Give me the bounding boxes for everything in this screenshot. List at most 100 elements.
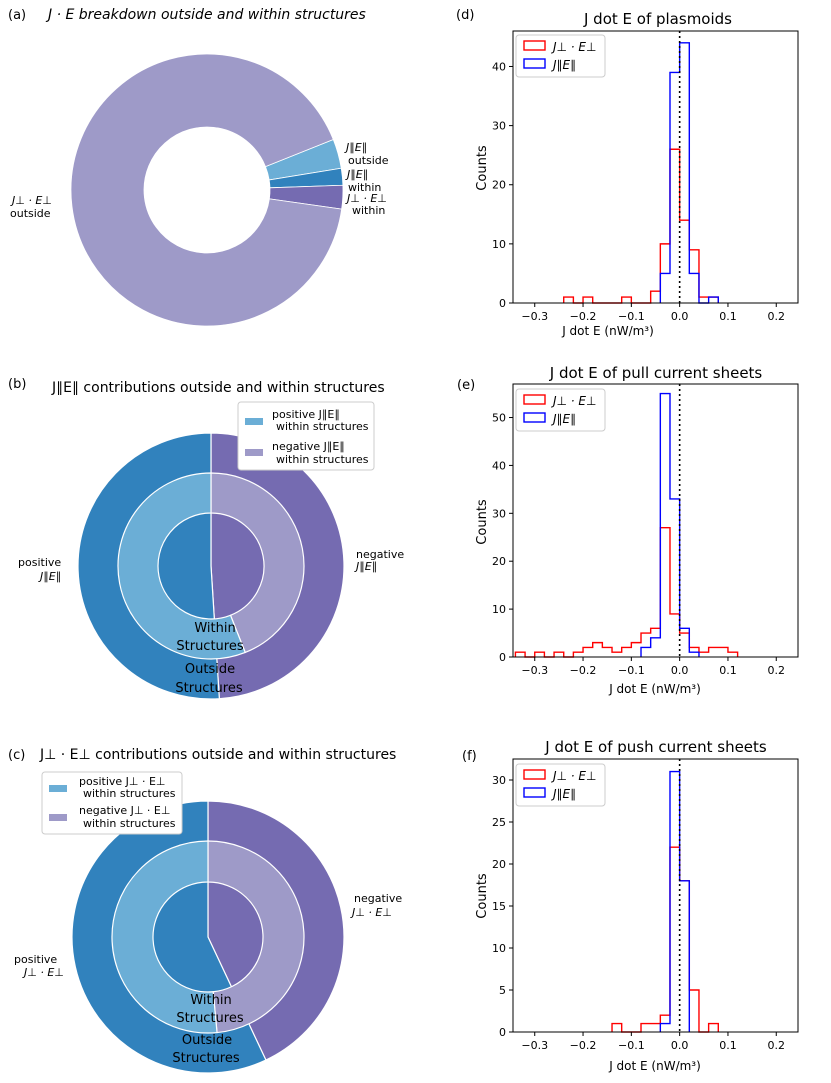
hist-e-ytick-label: 40 bbox=[492, 459, 506, 472]
panel-e: (e) J dot E of pull current sheets J dot… bbox=[457, 364, 799, 696]
hist-d: −0.3 −0.2 −0.1 0.0 0.1 0.2 0 10 20 30 40 bbox=[492, 30, 799, 323]
hist-f: −0.3 −0.2 −0.1 0.0 0.1 0.2 0 5 10 15 20 25 30 bbox=[492, 758, 799, 1052]
pie-b-within-label-2: Structures bbox=[176, 639, 243, 654]
hist-e-legend-swatch-perp bbox=[523, 394, 546, 405]
pie-b-legend-swatch-positive bbox=[245, 418, 263, 425]
pie-b-outside-label: Outside bbox=[185, 662, 235, 677]
hist-e-ytick-label: 10 bbox=[492, 603, 506, 616]
pie-a-label-perp-outside: J⊥ · E⊥ bbox=[10, 194, 52, 207]
pie-c-label-positive-2: J⊥ · E⊥ bbox=[22, 966, 64, 979]
pie-b-label-positive: positive bbox=[18, 556, 61, 569]
hist-d-xtick-label: −0.2 bbox=[570, 310, 597, 323]
hist-d-xtick-label: 0.2 bbox=[768, 310, 786, 323]
pie-c-within-label: Within bbox=[190, 993, 231, 1008]
hist-f-ytick-label: 0 bbox=[499, 1026, 506, 1039]
hist-f-legend-par: J∥E∥ bbox=[551, 787, 576, 801]
panel-e-xlabel: J dot E (nW/m³) bbox=[608, 682, 701, 696]
hist-d-ytick-label: 20 bbox=[492, 179, 506, 192]
pie-c bbox=[71, 800, 345, 1074]
pie-c-inner-slice-0 bbox=[207, 840, 305, 1034]
hist-f-xtick-label: −0.2 bbox=[570, 1039, 597, 1052]
hist-e-xtick-label: 0.2 bbox=[768, 664, 786, 677]
panel-e-letter: (e) bbox=[457, 378, 475, 393]
panel-d-title: J dot E of plasmoids bbox=[583, 10, 732, 28]
hist-e-ytick-label: 20 bbox=[492, 555, 506, 568]
hist-d-ytick-label: 0 bbox=[499, 297, 506, 310]
panel-f-title: J dot E of push current sheets bbox=[544, 738, 767, 756]
panel-b-letter: (b) bbox=[8, 377, 26, 392]
pie-b-label-negative: negative bbox=[356, 548, 404, 561]
hist-e-legend-frame bbox=[515, 388, 606, 432]
panel-f: (f) J dot E of push current sheets J dot… bbox=[462, 738, 799, 1073]
panel-b-title: J∥E∥ contributions outside and within st… bbox=[51, 380, 385, 396]
hist-f-ytick-label: 15 bbox=[492, 900, 506, 913]
hist-d-series-1 bbox=[659, 42, 719, 304]
hist-f-legend-swatch-perp bbox=[523, 769, 546, 780]
hist-d-legend-perp: J⊥ · E⊥ bbox=[551, 40, 596, 54]
hist-e-frame bbox=[512, 383, 799, 658]
hist-d-legend-swatch-par bbox=[523, 58, 546, 69]
hist-e-xtick-label: −0.1 bbox=[618, 664, 645, 677]
pie-a-label-par-outside: J∥E∥ bbox=[344, 141, 367, 154]
pie-a-label-par-within-2: within bbox=[348, 181, 381, 194]
pie-c-within-label-2: Structures bbox=[176, 1011, 243, 1026]
panel-a-letter: (a) bbox=[8, 8, 26, 23]
pie-b-legend-positive-2: within structures bbox=[276, 420, 369, 433]
panel-c-letter: (c) bbox=[8, 748, 25, 763]
pie-c-legend-swatch-positive bbox=[49, 785, 67, 792]
pie-b-legend: positive J∥E∥ within structures negative… bbox=[237, 401, 375, 471]
hist-e-legend-par: J∥E∥ bbox=[551, 412, 576, 426]
hist-d-ytick-label: 10 bbox=[492, 238, 506, 251]
panel-d: (d) J dot E of plasmoids J dot E (nW/m³)… bbox=[456, 8, 799, 338]
hist-d-xtick-label: −0.3 bbox=[521, 310, 548, 323]
pie-b-legend-positive: positive J∥E∥ bbox=[272, 408, 340, 421]
hist-f-ytick-label: 5 bbox=[499, 984, 506, 997]
hist-f-frame bbox=[512, 758, 799, 1033]
pie-c-legend-swatch-negative bbox=[49, 814, 67, 821]
hist-f-ytick-label: 25 bbox=[492, 816, 506, 829]
hist-e-series-0 bbox=[514, 526, 739, 658]
hist-f-ytick-label: 10 bbox=[492, 942, 506, 955]
panel-c-title: J⊥ · E⊥ contributions outside and within… bbox=[39, 747, 396, 763]
pie-a-label-par-outside-2: outside bbox=[348, 154, 389, 167]
pie-c-legend-positive: positive J⊥ · E⊥ bbox=[79, 775, 166, 788]
hist-d-ytick-label: 40 bbox=[492, 60, 506, 73]
hist-e-xtick-label: −0.3 bbox=[521, 664, 548, 677]
pie-c-legend-negative: negative J⊥ · E⊥ bbox=[79, 804, 170, 817]
hist-e-xtick-label: 0.1 bbox=[719, 664, 737, 677]
hist-e-legend-perp: J⊥ · E⊥ bbox=[551, 394, 596, 408]
hist-d-legend-swatch-perp bbox=[523, 40, 546, 51]
panel-d-letter: (d) bbox=[456, 8, 474, 23]
pie-a-label-perp-outside-2: outside bbox=[10, 207, 51, 220]
hist-e-ytick-label: 50 bbox=[492, 412, 506, 425]
pie-a-label-perp-within: J⊥ · E⊥ bbox=[345, 192, 387, 205]
pie-a bbox=[70, 53, 344, 327]
pie-a-label-perp-within-2: within bbox=[352, 204, 385, 217]
hist-f-legend-swatch-par bbox=[523, 787, 546, 798]
hist-e: −0.3 −0.2 −0.1 0.0 0.1 0.2 0 10 20 30 40 50 bbox=[492, 383, 799, 677]
hist-f-series-0 bbox=[611, 846, 719, 1033]
hist-e-xtick-label: 0.0 bbox=[671, 664, 689, 677]
pie-c-inner-slice-1 bbox=[111, 840, 218, 1034]
hist-f-series-1 bbox=[659, 770, 691, 1032]
pie-c-outside-label: Outside bbox=[182, 1033, 232, 1048]
pie-b-legend-negative-2: within structures bbox=[276, 453, 369, 466]
pie-c-legend: positive J⊥ · E⊥ within structures negat… bbox=[41, 771, 183, 835]
panel-a: (a) J · E breakdown outside and within s… bbox=[8, 7, 389, 327]
hist-d-ytick-label: 30 bbox=[492, 120, 506, 133]
hist-d-frame bbox=[512, 30, 799, 304]
pie-c-label-negative-2: J⊥ · E⊥ bbox=[350, 906, 392, 919]
hist-e-series-1 bbox=[640, 392, 700, 657]
pie-b-label-positive-2: J∥E∥ bbox=[38, 570, 61, 583]
hist-d-xtick-label: 0.0 bbox=[671, 310, 689, 323]
panel-b: (b) J∥E∥ contributions outside and withi… bbox=[8, 377, 404, 700]
pie-b-legend-swatch-negative bbox=[245, 449, 263, 456]
hist-f-xtick-label: −0.1 bbox=[618, 1039, 645, 1052]
pie-c-label-positive: positive bbox=[14, 953, 57, 966]
hist-f-xtick-label: 0.2 bbox=[768, 1039, 786, 1052]
hist-f-legend-frame bbox=[515, 763, 606, 807]
hist-f-xtick-label: −0.3 bbox=[521, 1039, 548, 1052]
hist-f-legend: J⊥ · E⊥ J∥E∥ bbox=[515, 763, 606, 807]
hist-e-xtick-label: −0.2 bbox=[570, 664, 597, 677]
